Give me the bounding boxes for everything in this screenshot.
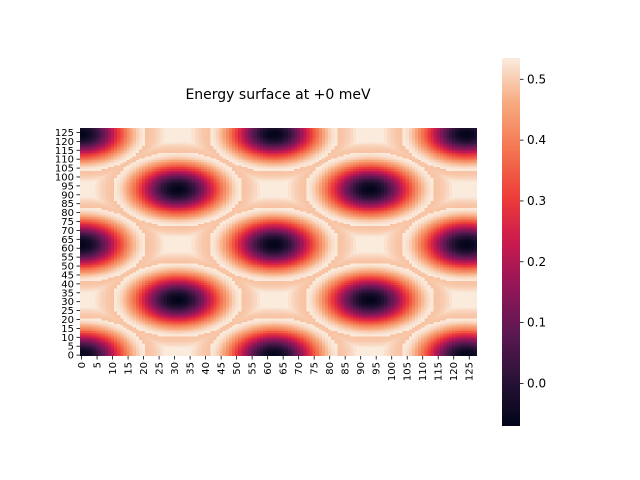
y-tick-label: 25 <box>61 306 74 317</box>
x-tick-label: 65 <box>279 362 290 375</box>
y-tick-label: 10 <box>61 333 74 344</box>
y-axis: 0510152025303540455055606570758085909510… <box>55 128 80 362</box>
colorbar-tick-label: 0.3 <box>527 194 546 208</box>
y-tick-label: 85 <box>61 199 74 210</box>
x-tick-label: 15 <box>124 362 135 375</box>
y-tick-label: 75 <box>61 217 74 228</box>
heatmap-image <box>80 128 477 356</box>
chart-title: Energy surface at +0 meV <box>185 87 371 103</box>
y-tick-label: 65 <box>61 235 74 246</box>
x-tick-label: 5 <box>93 362 104 368</box>
y-tick-label: 5 <box>68 342 74 353</box>
y-tick-label: 45 <box>61 270 74 281</box>
x-tick-label: 35 <box>186 362 197 375</box>
x-tick-label: 60 <box>263 362 274 375</box>
y-tick-label: 120 <box>55 137 74 148</box>
colorbar-tick-label: 0.0 <box>527 376 546 390</box>
y-tick-label: 30 <box>61 297 74 308</box>
y-tick-label: 55 <box>61 253 74 264</box>
x-tick-label: 105 <box>403 362 414 381</box>
y-tick-label: 90 <box>61 190 74 201</box>
colorbar-tick-label: 0.5 <box>527 72 546 86</box>
y-tick-label: 20 <box>61 315 74 326</box>
x-tick-label: 45 <box>217 362 228 375</box>
y-tick-label: 95 <box>61 181 74 192</box>
x-tick-label: 75 <box>310 362 321 375</box>
x-tick-label: 95 <box>372 362 383 375</box>
y-tick-label: 35 <box>61 288 74 299</box>
y-tick-label: 50 <box>61 262 74 273</box>
x-tick-label: 50 <box>232 362 243 375</box>
y-tick-label: 60 <box>61 244 74 255</box>
y-tick-label: 15 <box>61 324 74 335</box>
y-tick-label: 0 <box>68 351 74 362</box>
colorbar-gradient <box>502 58 520 426</box>
x-tick-label: 100 <box>387 362 398 381</box>
colorbar-tick-label: 0.2 <box>527 255 546 269</box>
x-tick-label: 55 <box>248 362 259 375</box>
x-axis: 0 5 10 15 20 25 30 35 40 45 50 55 60 65 70 75 80 85 90 95 10… <box>77 356 476 381</box>
colorbar-tick-label: 0.4 <box>527 133 546 147</box>
y-tick-label: 125 <box>55 128 74 139</box>
y-tick-label: 70 <box>61 226 74 237</box>
x-tick-label: 110 <box>418 362 429 381</box>
colorbar-axis: 0.0 0.1 0.2 0.3 0.4 0.5 <box>520 72 546 390</box>
x-tick-label: 25 <box>155 362 166 375</box>
y-tick-label: 105 <box>55 164 74 175</box>
x-tick-label: 80 <box>325 362 336 375</box>
x-tick-label: 125 <box>465 362 476 381</box>
heatmap-plot <box>80 128 477 356</box>
x-tick-label: 90 <box>356 362 367 375</box>
y-tick-label: 100 <box>55 172 74 183</box>
x-tick-label: 85 <box>341 362 352 375</box>
x-tick-label: 40 <box>201 362 212 375</box>
y-tick-label: 110 <box>55 155 74 166</box>
x-tick-label: 115 <box>434 362 445 381</box>
colorbar-tick-label: 0.1 <box>527 316 546 330</box>
y-tick-label: 115 <box>55 146 74 157</box>
x-tick-label: 0 <box>77 362 88 368</box>
x-tick-label: 120 <box>449 362 460 381</box>
colorbar: 0.0 0.1 0.2 0.3 0.4 0.5 <box>502 58 546 426</box>
x-tick-label: 30 <box>170 362 181 375</box>
x-tick-label: 70 <box>294 362 305 375</box>
x-tick-label: 10 <box>108 362 119 375</box>
y-tick-label: 40 <box>61 279 74 290</box>
y-tick-label: 80 <box>61 208 74 219</box>
x-tick-label: 20 <box>139 362 150 375</box>
